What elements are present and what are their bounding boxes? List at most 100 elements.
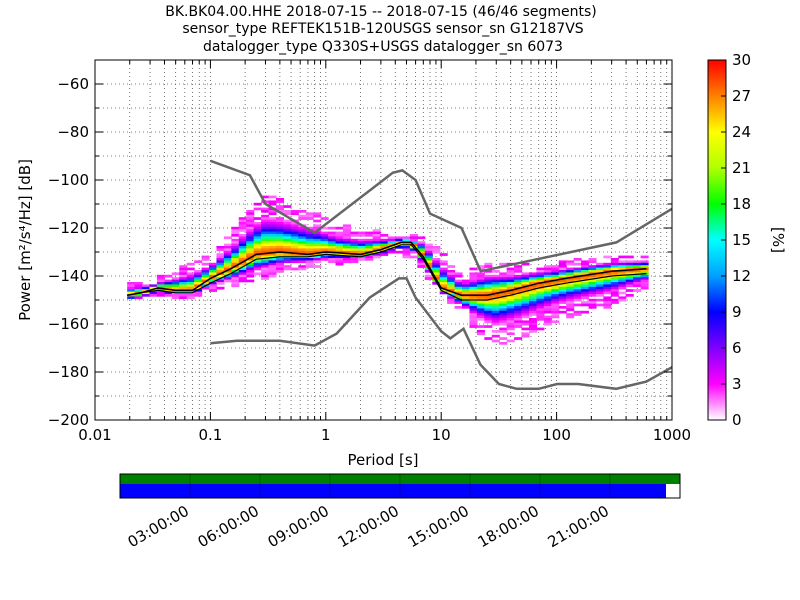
heatmap-cell bbox=[551, 289, 560, 292]
colorbar-tick-label: 6 bbox=[732, 339, 742, 357]
heatmap-cell bbox=[298, 267, 307, 271]
heatmap-cell bbox=[484, 310, 493, 314]
heatmap-cell bbox=[551, 301, 560, 304]
heatmap-cell bbox=[543, 286, 552, 290]
heatmap-cell bbox=[573, 291, 582, 295]
heatmap-cell bbox=[275, 260, 285, 264]
heatmap-cell bbox=[313, 258, 322, 261]
heatmap-cell bbox=[305, 246, 314, 249]
heatmap-cell bbox=[424, 243, 433, 247]
heatmap-cell bbox=[402, 238, 411, 242]
heatmap-cell bbox=[543, 267, 552, 271]
heatmap-cell bbox=[395, 236, 404, 240]
heatmap-cell bbox=[246, 217, 255, 220]
heatmap-cell bbox=[380, 238, 389, 242]
heatmap-cell bbox=[506, 313, 515, 316]
heatmap-cell bbox=[216, 279, 225, 283]
heatmap-cell bbox=[514, 337, 523, 340]
heatmap-cell bbox=[350, 241, 359, 244]
heatmap-cell bbox=[417, 246, 426, 249]
heatmap-cell bbox=[223, 253, 232, 256]
heatmap-cell bbox=[261, 224, 270, 228]
heatmap-cell bbox=[387, 250, 396, 254]
heatmap-cell bbox=[320, 236, 329, 240]
heatmap-cell bbox=[514, 318, 523, 321]
heatmap-cell bbox=[447, 282, 456, 285]
heatmap-cell bbox=[506, 267, 515, 271]
heatmap-cell bbox=[149, 286, 158, 290]
heatmap-cell bbox=[476, 272, 485, 276]
heatmap-cell bbox=[335, 226, 344, 230]
heatmap-cell bbox=[521, 313, 530, 316]
heatmap-cell bbox=[424, 246, 433, 249]
heatmap-cell bbox=[290, 241, 299, 244]
heatmap-cell bbox=[618, 284, 627, 288]
heatmap-cell bbox=[179, 265, 188, 268]
heatmap-cell bbox=[380, 243, 389, 247]
heatmap-cell bbox=[402, 248, 411, 252]
heatmap-cell bbox=[588, 301, 597, 304]
heatmap-cell bbox=[320, 243, 329, 247]
heatmap-cell bbox=[618, 277, 627, 280]
heatmap-cell bbox=[439, 289, 448, 292]
heatmap-cell bbox=[581, 262, 590, 266]
heatmap-cell bbox=[625, 265, 634, 268]
heatmap-cell bbox=[521, 322, 530, 326]
heatmap-cell bbox=[506, 298, 515, 302]
heatmap-cell bbox=[566, 315, 575, 319]
heatmap-cell bbox=[283, 246, 292, 249]
heatmap-cell bbox=[372, 229, 381, 232]
heatmap-cell bbox=[551, 282, 560, 285]
heatmap-cell bbox=[543, 318, 552, 321]
heatmap-cell bbox=[499, 291, 508, 295]
heatmap-cell bbox=[476, 318, 485, 321]
heatmap-cell bbox=[268, 262, 277, 266]
heatmap-cell bbox=[595, 289, 604, 292]
heatmap-cell bbox=[179, 284, 188, 288]
heatmap-cell bbox=[476, 332, 485, 336]
heatmap-cell bbox=[194, 274, 203, 278]
heatmap-cell bbox=[469, 313, 478, 316]
time-tick-label: 03:00:00 bbox=[125, 502, 192, 551]
heatmap-cell bbox=[610, 277, 619, 280]
heatmap-cell bbox=[253, 229, 262, 232]
heatmap-cell bbox=[268, 258, 277, 261]
heatmap-cell bbox=[595, 286, 604, 290]
heatmap-cell bbox=[536, 327, 545, 331]
heatmap-cell bbox=[506, 325, 515, 328]
heatmap-cell bbox=[625, 255, 634, 259]
heatmap-cell bbox=[305, 214, 314, 218]
heatmap-cell bbox=[558, 310, 567, 314]
heatmap-cell bbox=[231, 262, 240, 266]
heatmap-cell bbox=[275, 246, 285, 249]
heatmap-cell bbox=[469, 282, 478, 285]
heatmap-cell bbox=[417, 258, 426, 261]
heatmap-cell bbox=[149, 294, 158, 297]
heatmap-cell bbox=[469, 306, 478, 309]
heatmap-cell bbox=[231, 238, 240, 242]
heatmap-cell bbox=[566, 262, 575, 266]
heatmap-cell bbox=[521, 320, 530, 324]
heatmap-cell bbox=[134, 294, 143, 297]
heatmap-cell bbox=[283, 260, 292, 264]
heatmap-cell bbox=[521, 334, 530, 338]
heatmap-cell bbox=[625, 294, 634, 297]
heatmap-cell bbox=[633, 262, 642, 266]
heatmap-cell bbox=[558, 286, 567, 290]
x-tick-label: 1000 bbox=[653, 426, 691, 444]
heatmap-cell bbox=[305, 238, 314, 242]
heatmap-cell bbox=[246, 224, 255, 228]
heatmap-cell bbox=[164, 291, 173, 295]
heatmap-cell bbox=[566, 294, 575, 297]
heatmap-cell bbox=[395, 250, 404, 254]
heatmap-cell bbox=[395, 246, 404, 249]
heatmap-cell bbox=[528, 296, 538, 300]
heatmap-cell bbox=[350, 234, 359, 237]
heatmap-cell bbox=[618, 260, 627, 264]
heatmap-cell bbox=[305, 217, 314, 220]
heatmap-cell bbox=[514, 289, 523, 292]
heatmap-cell bbox=[261, 217, 270, 220]
heatmap-cell bbox=[216, 265, 225, 268]
heatmap-cell bbox=[261, 210, 270, 213]
heatmap-cell bbox=[543, 303, 552, 307]
